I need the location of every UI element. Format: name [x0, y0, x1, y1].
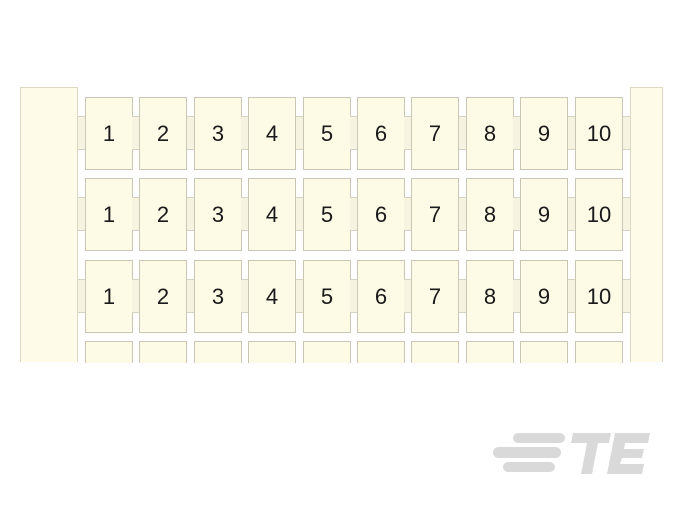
marker-label: [575, 341, 623, 363]
marker-connector: [187, 197, 194, 231]
marker-connector: [568, 279, 575, 313]
marker-connector: [241, 197, 248, 231]
marker-label: 5: [303, 97, 351, 170]
marker-label: 2: [139, 260, 187, 333]
marker-connector: [241, 279, 248, 313]
marker-label: 1: [85, 97, 133, 170]
marker-label: 2: [139, 97, 187, 170]
marker-label: [520, 341, 568, 363]
marker-label: 6: [357, 97, 405, 170]
marker-connector: [132, 197, 139, 231]
marker-label: [357, 341, 405, 363]
marker-connector: [241, 116, 248, 150]
marker-label: 8: [466, 178, 514, 251]
marker-connector: [459, 197, 466, 231]
marker-connector: [187, 279, 194, 313]
marker-label: 2: [139, 178, 187, 251]
marker-label: 4: [248, 260, 296, 333]
marker-label: 9: [520, 260, 568, 333]
marker-label: [248, 341, 296, 363]
marker-label: [85, 341, 133, 363]
marker-label: 3: [194, 178, 242, 251]
marker-label: 10: [575, 97, 623, 170]
marker-connector: [568, 197, 575, 231]
marker-label: 10: [575, 178, 623, 251]
marker-connector: [513, 279, 520, 313]
marker-label: [303, 341, 351, 363]
marker-connector: [78, 197, 85, 231]
marker-connector: [513, 197, 520, 231]
marker-label: 4: [248, 178, 296, 251]
marker-connector: [623, 116, 630, 150]
marker-connector: [404, 116, 411, 150]
marker-label: 1: [85, 178, 133, 251]
marker-connector: [623, 197, 630, 231]
te-connectivity-logo: [493, 433, 650, 474]
marker-label: [139, 341, 187, 363]
marker-label: 7: [411, 178, 459, 251]
marker-connector: [513, 116, 520, 150]
marker-connector: [350, 197, 357, 231]
marker-label: [466, 341, 514, 363]
marker-connector: [350, 279, 357, 313]
marker-connector: [404, 197, 411, 231]
marker-label: [194, 341, 242, 363]
marker-label: [411, 341, 459, 363]
marker-label: 6: [357, 260, 405, 333]
marker-connector: [296, 116, 303, 150]
marker-connector: [568, 116, 575, 150]
marker-label: 3: [194, 97, 242, 170]
marker-label: 10: [575, 260, 623, 333]
left-rail: [20, 87, 78, 362]
marker-label: 9: [520, 97, 568, 170]
marker-label: 4: [248, 97, 296, 170]
marker-connector: [78, 116, 85, 150]
marker-connector: [132, 116, 139, 150]
marker-label: 7: [411, 260, 459, 333]
marker-connector: [404, 279, 411, 313]
marker-label: 7: [411, 97, 459, 170]
marker-connector: [296, 197, 303, 231]
marker-connector: [78, 279, 85, 313]
marker-connector: [187, 116, 194, 150]
marker-label: 5: [303, 260, 351, 333]
marker-label: 1: [85, 260, 133, 333]
marker-label: 9: [520, 178, 568, 251]
marker-label: 8: [466, 97, 514, 170]
marker-connector: [296, 279, 303, 313]
marker-label: 3: [194, 260, 242, 333]
marker-connector: [459, 116, 466, 150]
marker-connector: [623, 279, 630, 313]
marker-connector: [459, 279, 466, 313]
marker-label: 5: [303, 178, 351, 251]
right-rail: [630, 87, 663, 362]
marker-label: 6: [357, 178, 405, 251]
marker-label: 8: [466, 260, 514, 333]
marker-connector: [350, 116, 357, 150]
marker-connector: [132, 279, 139, 313]
